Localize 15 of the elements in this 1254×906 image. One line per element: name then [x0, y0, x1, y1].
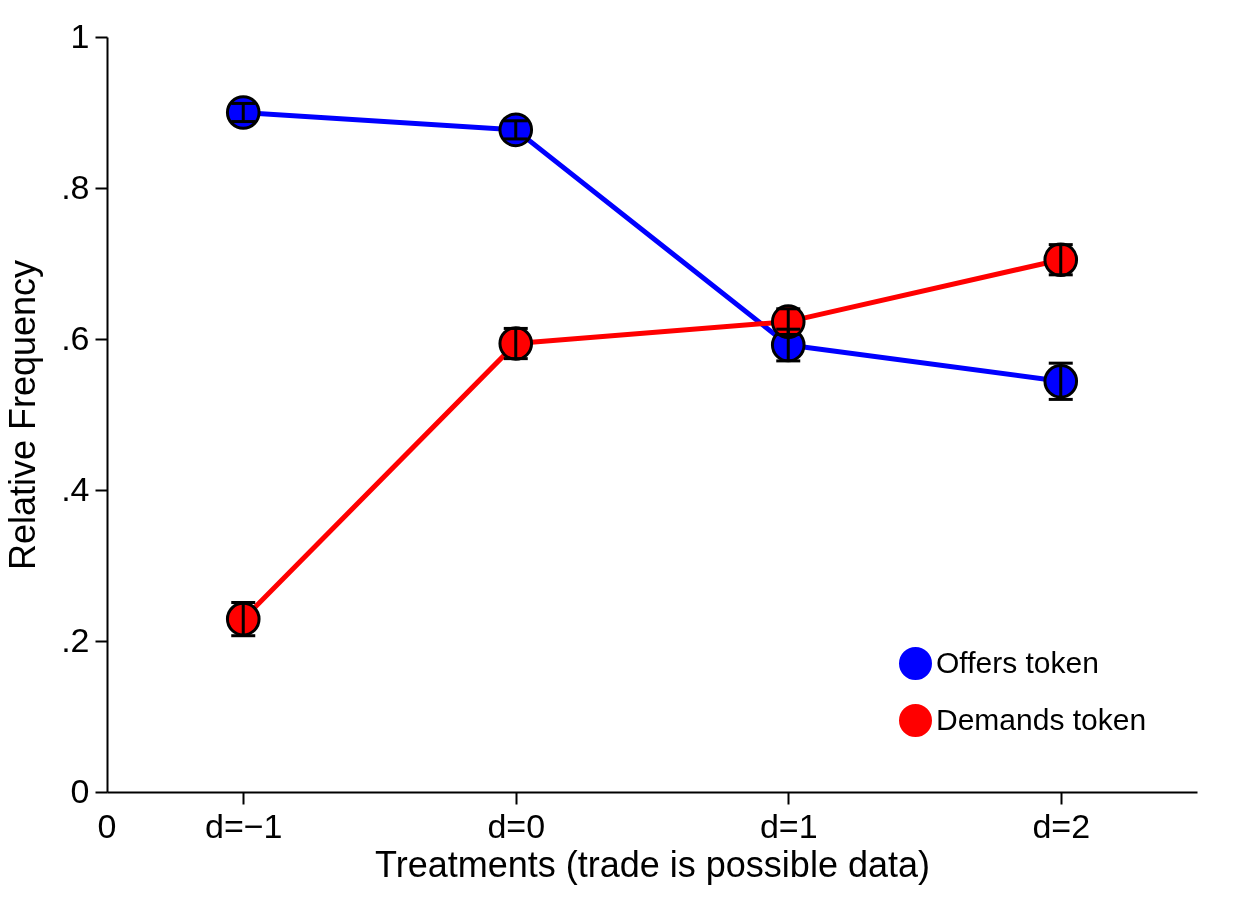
x-tick-label: d=2 — [1032, 806, 1091, 845]
y-tick-label: .6 — [61, 318, 90, 357]
y-tick-label: .8 — [61, 167, 90, 206]
y-tick-label: .4 — [61, 469, 90, 508]
y-axis-title: Relative Frequency — [2, 259, 44, 571]
legend-label: Demands token — [936, 702, 1147, 736]
text: 0 — [97, 807, 117, 845]
y-tick-label: 1 — [70, 16, 90, 55]
x-tick-label: d=−1 — [204, 806, 283, 845]
x-axis-title: Treatments (trade is possible data) — [375, 843, 930, 885]
legend-label: Offers token — [936, 645, 1099, 679]
x-tick-label: d=0 — [487, 806, 546, 845]
y-tick-label: .2 — [61, 620, 90, 659]
y-tick-label: 0 — [70, 771, 90, 810]
x-tick-label: d=1 — [759, 806, 818, 845]
